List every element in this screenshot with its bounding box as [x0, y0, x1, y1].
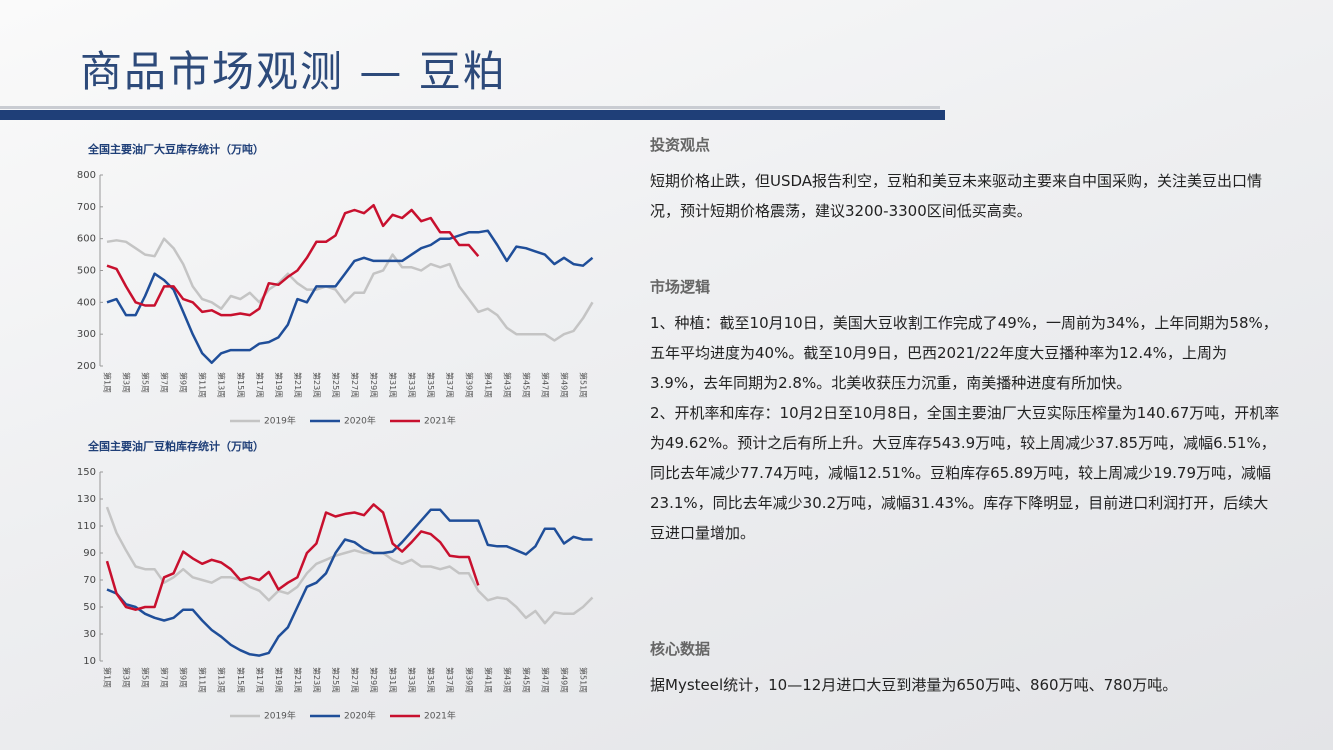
- charts: 全国主要油厂大豆库存统计（万吨） 200 300 400 500 600 700 800 第1周…: [77, 142, 594, 722]
- x-tick-label: 第51周: [579, 667, 589, 693]
- x-tick-label: 第7周: [160, 372, 170, 393]
- x-tick-label: 第31周: [388, 372, 398, 398]
- series-line: [106, 203, 480, 317]
- series-line: [106, 508, 593, 657]
- title-bar: [0, 110, 945, 120]
- y-tick-label: 150: [77, 467, 96, 478]
- x-tick-label: 第5周: [141, 667, 151, 688]
- x-tick-label: 第19周: [274, 667, 284, 693]
- x-tick-label: 第3周: [122, 372, 132, 393]
- x-tick-label: 第15周: [236, 667, 246, 693]
- x-tick-label: 第1周: [103, 372, 113, 393]
- paragraph: 短期价格止跌，但USDA报告利空，豆粕和美豆未来驱动主要来自中国采购，关注美豆出…: [650, 172, 1263, 220]
- x-tick-label: 第5周: [141, 372, 151, 393]
- x-tick-label: 第39周: [464, 372, 474, 398]
- x-tick-label: 第25周: [331, 372, 341, 398]
- x-tick-label: 第31周: [388, 667, 398, 693]
- paragraph: 据Mysteel统计，10—12月进口大豆到港量为650万吨、860万吨、780…: [650, 676, 1178, 694]
- y-tick-label: 70: [83, 575, 96, 586]
- chart-title: 全国主要油厂豆粕库存统计（万吨）: [87, 439, 264, 453]
- y-tick-label: 500: [77, 266, 96, 277]
- x-tick-label: 第37周: [445, 667, 455, 693]
- x-tick-label: 第23周: [312, 372, 322, 398]
- x-tick-label: 第11周: [198, 372, 208, 398]
- x-tick-label: 第11周: [198, 667, 208, 693]
- x-tick-label: 第29周: [369, 372, 379, 398]
- x-tick-label: 第1周: [103, 667, 113, 688]
- x-tick-label: 第17周: [255, 667, 265, 693]
- x-tick-label: 第35周: [426, 667, 436, 693]
- section-heading: 投资观点: [650, 136, 711, 154]
- series-line: [105, 506, 594, 625]
- legend-label: 2019年: [264, 415, 296, 427]
- x-tick-label: 第15周: [236, 372, 246, 398]
- section-heading: 市场逻辑: [650, 278, 711, 296]
- slide-title: 商品市场观测 — 豆粕: [80, 47, 507, 96]
- x-tick-label: 第47周: [540, 372, 550, 398]
- x-tick-label: 第27周: [350, 667, 360, 693]
- x-tick-label: 第29周: [369, 667, 379, 693]
- paragraph: 1、种植：截至10月10日，美国大豆收割工作完成了49%，一周前为34%，上年同…: [650, 314, 1278, 392]
- section-heading: 核心数据: [650, 640, 711, 658]
- x-tick-label: 第51周: [579, 372, 589, 398]
- x-tick-label: 第37周: [445, 372, 455, 398]
- section: 市场逻辑 1、种植：截至10月10日，美国大豆收割工作完成了49%，一周前为34%…: [650, 272, 1280, 548]
- x-tick-label: 第41周: [483, 372, 493, 398]
- x-tick-label: 第25周: [331, 667, 341, 693]
- y-tick-label: 800: [77, 170, 96, 181]
- x-tick-label: 第21周: [293, 372, 303, 398]
- series-line: [106, 229, 594, 365]
- x-tick-label: 第13周: [217, 372, 227, 398]
- x-tick-label: 第19周: [274, 372, 284, 398]
- legend-label: 2021年: [424, 415, 456, 427]
- y-tick-label: 50: [83, 602, 96, 613]
- y-tick-label: 400: [77, 297, 96, 308]
- x-tick-label: 第43周: [502, 372, 512, 398]
- y-tick-label: 130: [77, 494, 96, 505]
- y-tick-label: 600: [77, 234, 96, 245]
- x-tick-label: 第33周: [407, 667, 417, 693]
- y-tick-label: 700: [77, 202, 96, 213]
- paragraph: 2、开机率和库存：10月2日至10月8日，全国主要油厂大豆实际压榨量为140.6…: [650, 404, 1280, 542]
- x-tick-label: 第13周: [217, 667, 227, 693]
- legend-label: 2019年: [264, 710, 296, 722]
- y-tick-label: 300: [77, 329, 96, 340]
- y-tick-label: 10: [83, 656, 96, 667]
- legend-label: 2020年: [344, 710, 376, 722]
- x-tick-label: 第23周: [312, 667, 322, 693]
- y-tick-label: 90: [83, 548, 96, 559]
- legend-label: 2020年: [344, 415, 376, 427]
- y-tick-label: 110: [77, 521, 96, 532]
- x-tick-label: 第21周: [293, 667, 303, 693]
- y-tick-label: 30: [83, 629, 96, 640]
- x-tick-label: 第27周: [350, 372, 360, 398]
- x-tick-label: 第3周: [122, 667, 132, 688]
- chart-title: 全国主要油厂大豆库存统计（万吨）: [87, 142, 264, 156]
- x-tick-label: 第35周: [426, 372, 436, 398]
- section: 核心数据据Mysteel统计，10—12月进口大豆到港量为650万吨、860万吨…: [650, 634, 1280, 700]
- x-tick-label: 第43周: [502, 667, 512, 693]
- x-tick-label: 第7周: [160, 667, 170, 688]
- title-rule: [0, 106, 940, 109]
- x-tick-label: 第17周: [255, 372, 265, 398]
- x-tick-label: 第49周: [559, 667, 569, 693]
- x-tick-label: 第33周: [407, 372, 417, 398]
- x-tick-label: 第45周: [521, 372, 531, 398]
- section: 投资观点短期价格止跌，但USDA报告利空，豆粕和美豆未来驱动主要来自中国采购，关…: [650, 130, 1280, 226]
- x-tick-label: 第39周: [464, 667, 474, 693]
- x-tick-label: 第9周: [179, 667, 189, 688]
- x-tick-label: 第49周: [559, 372, 569, 398]
- series-line: [105, 503, 480, 611]
- x-tick-label: 第47周: [540, 667, 550, 693]
- x-tick-label: 第41周: [483, 667, 493, 693]
- x-tick-label: 第45周: [521, 667, 531, 693]
- y-tick-label: 200: [77, 361, 96, 372]
- legend-label: 2021年: [424, 710, 456, 722]
- x-tick-label: 第9周: [179, 372, 189, 393]
- series-line: [106, 237, 594, 342]
